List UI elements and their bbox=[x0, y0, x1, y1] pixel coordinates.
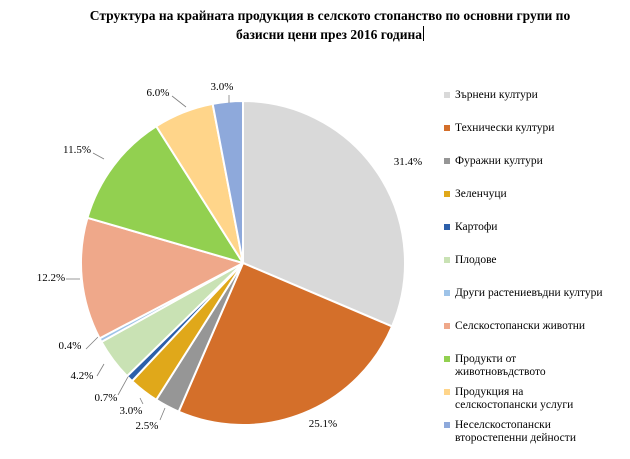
pie-slice bbox=[242, 99, 406, 328]
legend-item: Плодове bbox=[444, 254, 630, 267]
legend-swatch bbox=[444, 356, 450, 362]
chart-title-line-1: Структура на крайната продукция в селско… bbox=[89, 8, 571, 23]
pie-slice bbox=[80, 216, 246, 340]
data-label: 0.4% bbox=[59, 340, 82, 352]
chart-title-line-2: базисни цени през 2016 година bbox=[60, 25, 600, 44]
data-label: 3.0% bbox=[120, 405, 143, 417]
data-label: 25.1% bbox=[309, 418, 337, 430]
legend-label: Зърнени култури bbox=[455, 89, 538, 101]
legend-label: Зеленчуци bbox=[455, 188, 507, 200]
legend-swatch bbox=[444, 158, 450, 164]
legend-item: Други растениевъдни култури bbox=[444, 287, 630, 300]
legend-label: Технически култури bbox=[455, 122, 555, 134]
legend-swatch bbox=[444, 290, 450, 296]
legend-item: Продукти от животновъдството bbox=[444, 353, 630, 379]
legend-label: Продукция на bbox=[455, 386, 524, 398]
legend-label: Продукти от bbox=[455, 353, 517, 365]
legend-label: Плодове bbox=[455, 254, 497, 266]
legend-item: Продукция на селскостопански услуги bbox=[444, 386, 630, 412]
leader-line bbox=[117, 374, 130, 396]
legend-label: Картофи bbox=[455, 221, 498, 233]
legend-label: Селскостопански животни bbox=[455, 320, 586, 332]
data-label: 0.7% bbox=[95, 392, 118, 404]
legend-label: Фуражни култури bbox=[455, 155, 543, 167]
pie-slice bbox=[211, 99, 244, 264]
data-label: 3.0% bbox=[211, 81, 234, 93]
chart-title-line-2-text: базисни цени през 2016 година bbox=[235, 27, 423, 42]
legend-swatch bbox=[444, 92, 450, 98]
leader-line bbox=[85, 334, 101, 350]
legend-item: Картофи bbox=[444, 221, 630, 234]
legend-label: Неселскостопански bbox=[455, 419, 551, 431]
data-label: 2.5% bbox=[136, 420, 159, 432]
chart-legend: Зърнени култури Технически култури Фуражни… bbox=[444, 89, 630, 452]
legend-swatch bbox=[444, 422, 450, 428]
legend-swatch bbox=[444, 323, 450, 329]
leader-line bbox=[96, 363, 105, 377]
leader-line bbox=[92, 152, 105, 160]
data-label: 11.5% bbox=[63, 144, 91, 156]
data-label: 4.2% bbox=[71, 370, 94, 382]
data-label: 31.4% bbox=[394, 156, 422, 168]
legend-item: Технически култури bbox=[444, 122, 630, 135]
legend-swatch bbox=[444, 191, 450, 197]
legend-label: Други растениевъдни култури bbox=[455, 287, 603, 299]
data-label: 12.2% bbox=[37, 272, 65, 284]
legend-swatch bbox=[444, 257, 450, 263]
legend-item: Зърнени култури bbox=[444, 89, 630, 102]
text-cursor bbox=[423, 26, 425, 41]
legend-swatch bbox=[444, 224, 450, 230]
legend-label: селскостопански услуги bbox=[455, 399, 574, 411]
legend-swatch bbox=[444, 125, 450, 131]
leader-line bbox=[171, 95, 187, 108]
legend-item: Фуражни култури bbox=[444, 155, 630, 168]
leader-line bbox=[139, 397, 144, 405]
legend-item: Селскостопански животни bbox=[444, 320, 630, 333]
leader-line bbox=[159, 407, 166, 421]
legend-label: животновъдството bbox=[455, 366, 546, 378]
legend-swatch bbox=[444, 389, 450, 395]
pie-slice bbox=[86, 124, 246, 265]
legend-label: второстепенни дейности bbox=[455, 432, 576, 444]
legend-item: Неселскостопански второстепенни дейности bbox=[444, 419, 630, 445]
data-label: 6.0% bbox=[147, 87, 170, 99]
chart-title: Структура на крайната продукция в селско… bbox=[60, 6, 600, 44]
pie-slice bbox=[177, 261, 394, 426]
legend-item: Зеленчуци bbox=[444, 188, 630, 201]
